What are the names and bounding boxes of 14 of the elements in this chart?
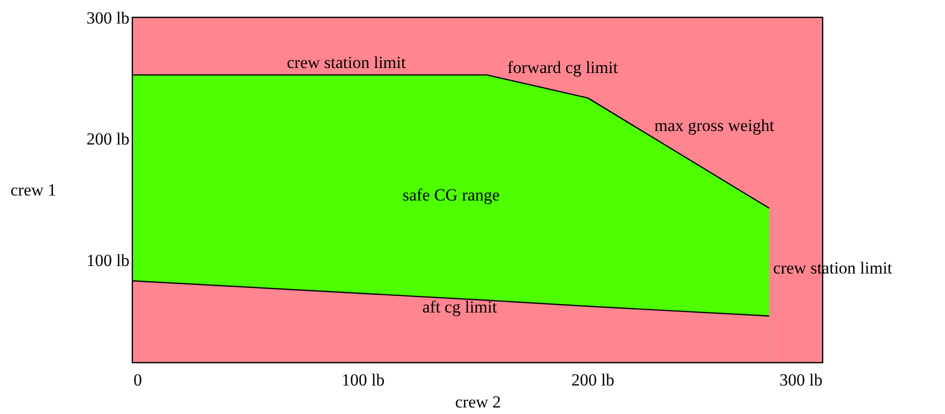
y-axis-title: crew 1 [10,180,56,200]
y-tick-label: 200 lb [86,130,130,149]
y-tick-label: 300 lb [86,8,130,28]
x-tick-label: 0 [134,370,142,390]
x-tick-label: 300 lb [780,370,822,390]
y-tick-label: 100 lb [86,250,130,270]
annotation: crew station limit [286,52,406,72]
annotation: forward cg limit [507,58,618,77]
x-axis-title: crew 2 [455,392,501,412]
x-tick-label: 100 lb [342,370,385,390]
annotation: max gross weight [654,116,775,135]
annotation: aft cg limit [422,298,498,317]
annotation: safe CG range [402,185,500,204]
x-tick-label: 200 lb [571,370,614,390]
